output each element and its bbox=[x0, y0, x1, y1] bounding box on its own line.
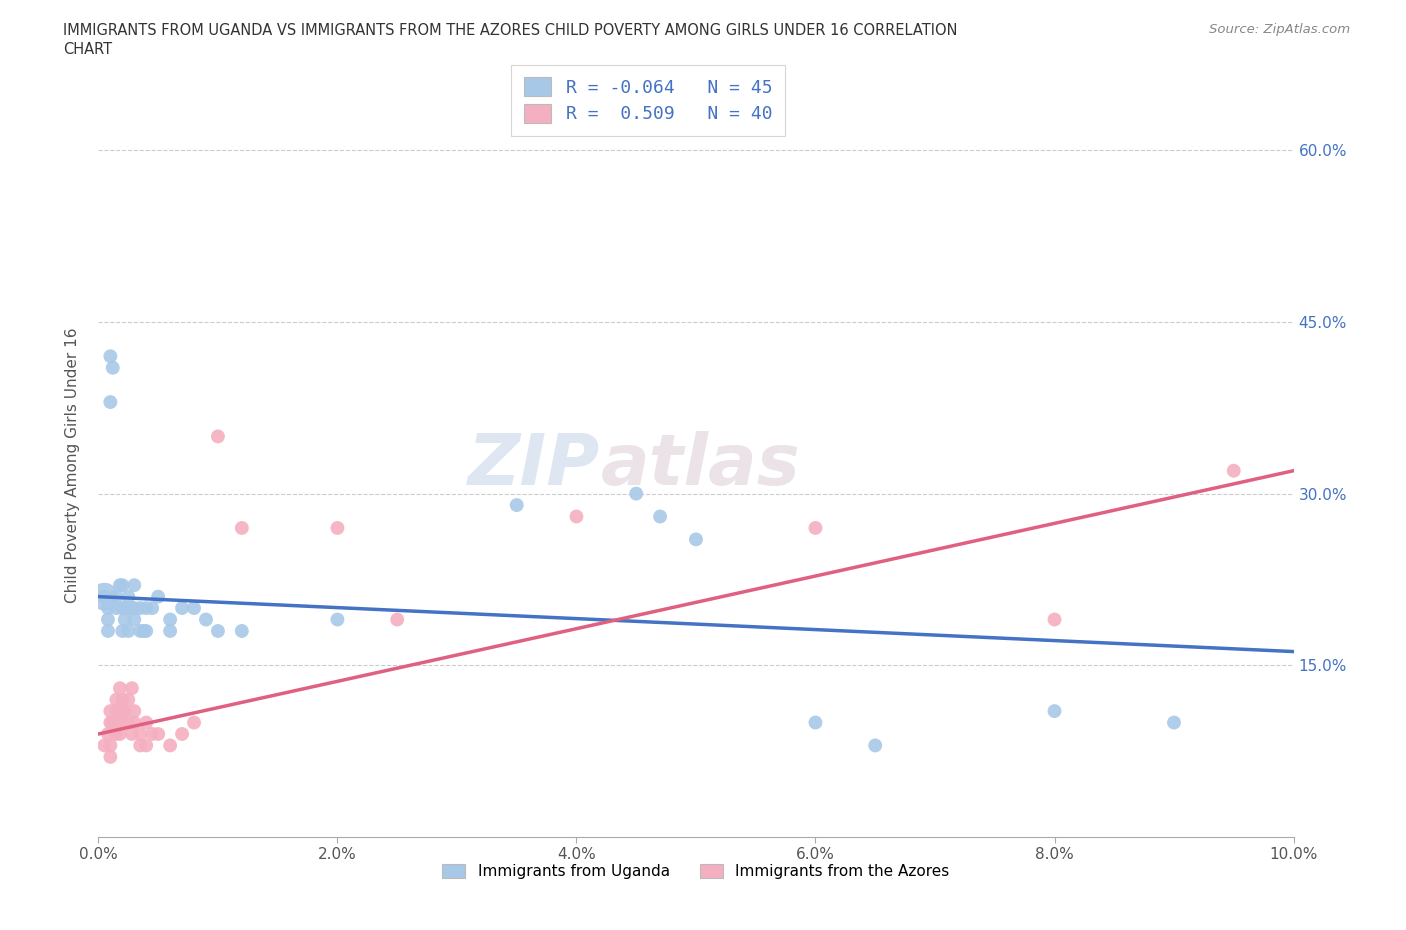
Point bbox=[506, 498, 529, 512]
Point bbox=[172, 726, 194, 741]
Point bbox=[98, 715, 122, 730]
Point bbox=[111, 578, 134, 592]
Point bbox=[114, 601, 136, 616]
Legend: Immigrants from Uganda, Immigrants from the Azores: Immigrants from Uganda, Immigrants from … bbox=[436, 857, 956, 885]
Point bbox=[195, 612, 218, 627]
Text: ZIP: ZIP bbox=[468, 431, 600, 499]
Point bbox=[98, 349, 122, 364]
Point bbox=[129, 623, 152, 638]
Point bbox=[132, 623, 155, 638]
Point bbox=[1043, 704, 1066, 719]
Point bbox=[93, 738, 115, 753]
Point bbox=[108, 681, 131, 696]
Point bbox=[111, 704, 134, 719]
Point bbox=[183, 601, 205, 616]
Point bbox=[117, 623, 139, 638]
Point bbox=[114, 704, 136, 719]
Point bbox=[124, 715, 146, 730]
Point bbox=[121, 601, 143, 616]
Point bbox=[148, 726, 170, 741]
Point bbox=[124, 578, 146, 592]
Point bbox=[105, 726, 128, 741]
Point bbox=[117, 590, 139, 604]
Point bbox=[111, 601, 134, 616]
Point bbox=[326, 521, 349, 536]
Point bbox=[117, 601, 139, 616]
Point bbox=[101, 360, 124, 375]
Point bbox=[172, 601, 194, 616]
Point bbox=[98, 750, 122, 764]
Point bbox=[207, 623, 229, 638]
Point bbox=[565, 509, 588, 524]
Point bbox=[626, 486, 648, 501]
Point bbox=[111, 623, 134, 638]
Point bbox=[111, 715, 134, 730]
Point bbox=[231, 521, 253, 536]
Point bbox=[685, 532, 707, 547]
Point bbox=[804, 715, 827, 730]
Point bbox=[111, 692, 134, 707]
Point bbox=[97, 623, 120, 638]
Point bbox=[108, 715, 131, 730]
Point bbox=[183, 715, 205, 730]
Point bbox=[124, 612, 146, 627]
Point bbox=[124, 704, 146, 719]
Point bbox=[1163, 715, 1185, 730]
Point bbox=[148, 590, 170, 604]
Text: IMMIGRANTS FROM UGANDA VS IMMIGRANTS FROM THE AZORES CHILD POVERTY AMONG GIRLS U: IMMIGRANTS FROM UGANDA VS IMMIGRANTS FRO… bbox=[63, 23, 957, 38]
Point bbox=[135, 623, 157, 638]
Point bbox=[326, 612, 349, 627]
Point bbox=[1043, 612, 1066, 627]
Point bbox=[97, 601, 120, 616]
Point bbox=[97, 612, 120, 627]
Point bbox=[98, 704, 122, 719]
Point bbox=[105, 590, 128, 604]
Point bbox=[804, 521, 827, 536]
Point bbox=[98, 394, 122, 409]
Point bbox=[865, 738, 887, 753]
Text: Source: ZipAtlas.com: Source: ZipAtlas.com bbox=[1209, 23, 1350, 36]
Point bbox=[135, 601, 157, 616]
Point bbox=[101, 715, 124, 730]
Point bbox=[129, 726, 152, 741]
Point bbox=[117, 692, 139, 707]
Point bbox=[105, 692, 128, 707]
Y-axis label: Child Poverty Among Girls Under 16: Child Poverty Among Girls Under 16 bbox=[65, 327, 80, 603]
Point bbox=[117, 715, 139, 730]
Point bbox=[141, 726, 163, 741]
Point bbox=[159, 623, 181, 638]
Point bbox=[159, 738, 181, 753]
Point bbox=[135, 738, 157, 753]
Point bbox=[114, 612, 136, 627]
Text: CHART: CHART bbox=[63, 42, 112, 57]
Point bbox=[1223, 463, 1246, 478]
Point bbox=[93, 590, 115, 604]
Point bbox=[129, 738, 152, 753]
Point bbox=[121, 726, 143, 741]
Point bbox=[108, 578, 131, 592]
Point bbox=[207, 429, 229, 444]
Point bbox=[159, 612, 181, 627]
Point bbox=[93, 590, 115, 604]
Point bbox=[105, 601, 128, 616]
Point bbox=[121, 681, 143, 696]
Point bbox=[97, 726, 120, 741]
Point bbox=[124, 601, 146, 616]
Point bbox=[98, 738, 122, 753]
Point bbox=[108, 726, 131, 741]
Point bbox=[105, 704, 128, 719]
Point bbox=[650, 509, 672, 524]
Point bbox=[135, 715, 157, 730]
Point bbox=[231, 623, 253, 638]
Point bbox=[385, 612, 409, 627]
Point bbox=[129, 601, 152, 616]
Text: atlas: atlas bbox=[600, 431, 800, 499]
Point bbox=[141, 601, 163, 616]
